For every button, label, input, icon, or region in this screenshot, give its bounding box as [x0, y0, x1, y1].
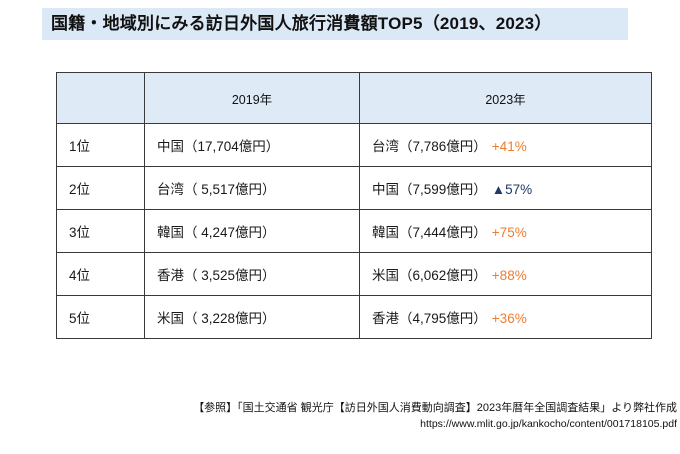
- value-2023-text: 中国（7,599億円）: [372, 182, 487, 197]
- table-header-row: 2019年 2023年: [56, 72, 652, 124]
- rank-cell: 4位: [56, 252, 145, 296]
- spending-ranking-table: 2019年 2023年 1位 中国（17,704億円） 台湾（7,786億円） +41…: [56, 72, 652, 339]
- table-row: 5位 米国（ 3,228億円） 香港（4,795億円） +36%: [56, 295, 652, 339]
- rank-cell: 5位: [56, 295, 145, 339]
- change-percent: +36%: [491, 311, 527, 326]
- rank-cell: 2位: [56, 166, 145, 210]
- change-percent: ▲57%: [491, 182, 533, 197]
- header-2019-cell: 2019年: [144, 72, 360, 124]
- table-row: 2位 台湾（ 5,517億円） 中国（7,599億円） ▲57%: [56, 166, 652, 210]
- value-2023-cell: 韓国（7,444億円） +75%: [359, 209, 652, 253]
- value-2019-cell: 米国（ 3,228億円）: [144, 295, 360, 339]
- value-2023-text: 台湾（7,786億円）: [372, 139, 487, 154]
- value-2023-text: 米国（6,062億円）: [372, 268, 487, 283]
- source-url: https://www.mlit.go.jp/kankocho/content/…: [420, 418, 677, 430]
- value-2023-cell: 台湾（7,786億円） +41%: [359, 123, 652, 167]
- value-2023-cell: 香港（4,795億円） +36%: [359, 295, 652, 339]
- change-percent: +88%: [491, 268, 527, 283]
- table-row: 1位 中国（17,704億円） 台湾（7,786億円） +41%: [56, 123, 652, 167]
- rank-cell: 3位: [56, 209, 145, 253]
- change-percent: +75%: [491, 225, 527, 240]
- change-percent: +41%: [491, 139, 527, 154]
- source-text: 【参照】「国土交通省 観光庁【訪日外国人消費動向調査】2023年暦年全国調査結果…: [193, 402, 677, 414]
- value-2023-text: 韓国（7,444億円）: [372, 225, 487, 240]
- value-2019-cell: 韓国（ 4,247億円）: [144, 209, 360, 253]
- page-title: 国籍・地域別にみる訪日外国人旅行消費額TOP5（2019、2023）: [42, 8, 628, 40]
- value-2023-cell: 中国（7,599億円） ▲57%: [359, 166, 652, 210]
- value-2023-cell: 米国（6,062億円） +88%: [359, 252, 652, 296]
- source-note: 【参照】「国土交通省 観光庁【訪日外国人消費動向調査】2023年暦年全国調査結果…: [193, 400, 677, 432]
- value-2023-text: 香港（4,795億円）: [372, 311, 487, 326]
- table-row: 3位 韓国（ 4,247億円） 韓国（7,444億円） +75%: [56, 209, 652, 253]
- value-2019-cell: 香港（ 3,525億円）: [144, 252, 360, 296]
- table-row: 4位 香港（ 3,525億円） 米国（6,062億円） +88%: [56, 252, 652, 296]
- header-rank-cell: [56, 72, 145, 124]
- header-2023-cell: 2023年: [359, 72, 652, 124]
- value-2019-cell: 台湾（ 5,517億円）: [144, 166, 360, 210]
- rank-cell: 1位: [56, 123, 145, 167]
- value-2019-cell: 中国（17,704億円）: [144, 123, 360, 167]
